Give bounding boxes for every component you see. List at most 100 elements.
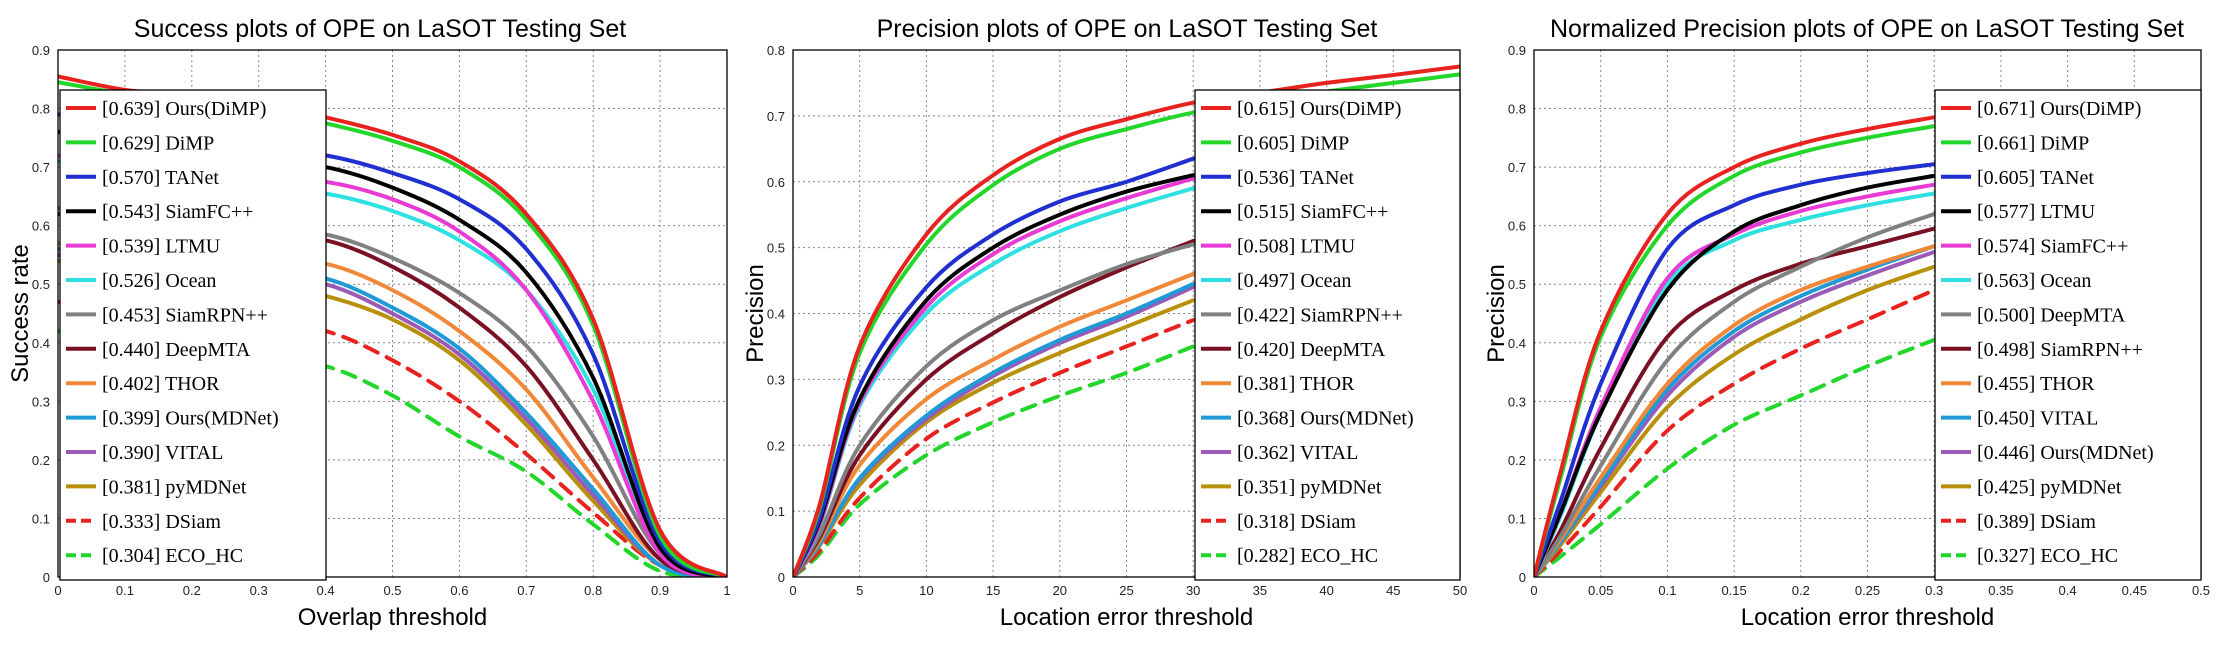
y-tick-label: 0.1 [767,504,785,519]
legend-label: [0.333] DSiam [102,511,221,533]
y-tick-label: 0.5 [32,277,50,292]
legend: [0.639] Ours(DiMP) [0.629] DiMP [0.570] TA… [59,89,327,581]
y-tick-label: 0.6 [1508,219,1526,234]
legend-label: [0.671] Ours(DiMP) [1977,98,2141,120]
y-tick-label: 0.6 [32,219,50,234]
legend-label: [0.422] SiamRPN++ [1237,304,1403,326]
x-tick-label: 0.6 [450,583,468,598]
y-axis-label: Success rate [7,244,34,383]
legend-label: [0.536] TANet [1237,167,1354,189]
legend-label: [0.390] VITAL [102,442,223,464]
y-tick-label: 0.8 [32,102,50,117]
y-tick-label: 0.6 [767,175,785,190]
legend-box [1934,89,2202,581]
y-tick-label: 0.1 [32,511,50,526]
x-tick-label: 0.4 [317,583,335,598]
y-tick-label: 0.2 [32,453,50,468]
series-line-dsiam [793,318,1196,577]
legend-label: [0.368] Ours(MDNet) [1237,408,1414,430]
x-tick-label: 0 [1530,583,1537,598]
y-tick-label: 0.4 [1508,336,1526,351]
x-tick-label: 35 [1253,583,1267,598]
legend-label: [0.450] VITAL [1977,408,2098,430]
x-axis-label: Overlap threshold [298,604,487,631]
x-tick-label: 25 [1119,583,1133,598]
y-tick-label: 0.8 [1508,102,1526,117]
plot-frame [57,49,728,578]
chart-title: Success plots of OPE on LaSOT Testing Se… [134,15,626,43]
legend-label: [0.574] SiamFC++ [1977,236,2128,258]
x-tick-label: 0.4 [2059,583,2077,598]
series-line-pymdnet [1534,264,1937,577]
y-tick-label: 0 [1519,570,1526,585]
legend-label: [0.526] Ocean [102,270,216,292]
y-tick-label: 0.9 [32,43,50,58]
legend: [0.671] Ours(DiMP) [0.661] DiMP [0.605] TA… [1934,89,2202,581]
series-line-tanet [1534,162,1937,577]
x-tick-label: 5 [856,583,863,598]
legend-label: [0.639] Ours(DiMP) [102,98,266,120]
chart-panel-1: Precision plots of OPE on LaSOT Testing … [742,15,1467,631]
x-tick-label: 1 [723,583,730,598]
x-tick-label: 0.35 [1988,583,2013,598]
x-tick-label: 40 [1319,583,1333,598]
x-tick-label: 0.05 [1588,583,1613,598]
x-tick-label: 10 [919,583,933,598]
legend-label: [0.497] Ocean [1237,270,1351,292]
y-axis-label: Precision [742,264,769,363]
x-tick-label: 0.1 [116,583,134,598]
y-tick-label: 0.1 [1508,511,1526,526]
y-tick-label: 0 [778,570,785,585]
legend-label: [0.508] LTMU [1237,236,1356,258]
legend-label: [0.543] SiamFC++ [102,201,253,223]
y-tick-label: 0.3 [767,372,785,387]
x-tick-label: 0.25 [1855,583,1880,598]
legend-label: [0.577] LTMU [1977,201,2096,223]
x-axis-label: Location error threshold [1000,604,1253,631]
legend-label: [0.440] DeepMTA [102,339,251,361]
y-tick-label: 0.2 [1508,453,1526,468]
legend-label: [0.318] DSiam [1237,511,1356,533]
series-group [1534,115,1937,577]
x-tick-label: 0.5 [2192,583,2210,598]
series-line-ours-dimp- [793,64,1460,577]
legend-label: [0.615] Ours(DiMP) [1237,98,1401,120]
chart-panel-2: Normalized Precision plots of OPE on LaS… [1483,15,2210,631]
legend-label: [0.563] Ocean [1977,270,2091,292]
legend-label: [0.570] TANet [102,167,219,189]
x-tick-label: 0.45 [2122,583,2147,598]
legend-label: [0.402] THOR [102,373,220,395]
x-tick-label: 50 [1453,583,1467,598]
legend-label: [0.420] DeepMTA [1237,339,1386,361]
y-tick-label: 0.3 [1508,394,1526,409]
legend-label: [0.327] ECO_HC [1977,545,2118,567]
series-line-eco-hc [1534,337,1937,577]
legend: [0.615] Ours(DiMP) [0.605] DiMP [0.536] TA… [1194,89,1461,581]
x-tick-label: 0.3 [250,583,268,598]
y-tick-label: 0.8 [767,43,785,58]
legend-label: [0.399] Ours(MDNet) [102,408,279,430]
series-line-eco-hc [793,344,1196,577]
y-tick-label: 0.7 [767,109,785,124]
legend-label: [0.351] pyMDNet [1237,476,1382,498]
series-line-deepmta [1534,212,1937,577]
legend-box [59,89,327,581]
chart-title: Normalized Precision plots of OPE on LaS… [1550,15,2184,43]
legend-label: [0.605] TANet [1977,167,2094,189]
y-tick-label: 0.3 [32,394,50,409]
x-tick-label: 0 [54,583,61,598]
x-axis-label: Location error threshold [1741,604,1994,631]
legend-label: [0.446] Ours(MDNet) [1977,442,2154,464]
x-tick-label: 30 [1186,583,1200,598]
y-tick-label: 0 [43,570,50,585]
legend-label: [0.629] DiMP [102,132,214,154]
legend-label: [0.455] THOR [1977,373,2095,395]
legend-label: [0.381] THOR [1237,373,1355,395]
legend-label: [0.500] DeepMTA [1977,304,2126,326]
legend-label: [0.539] LTMU [102,236,221,258]
legend-label: [0.381] pyMDNet [102,476,247,498]
legend-label: [0.498] SiamRPN++ [1977,339,2143,361]
x-tick-label: 0.8 [584,583,602,598]
y-tick-label: 0.4 [767,307,785,322]
